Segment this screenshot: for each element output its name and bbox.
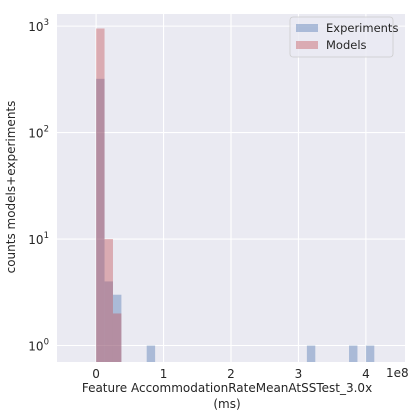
bar-experiments-3	[146, 345, 156, 362]
y-tick-label-3: 103	[28, 18, 49, 34]
x-axis-label-unit: (ms)	[213, 397, 240, 411]
legend-box	[289, 16, 394, 58]
x-tick-label-3: 3	[295, 367, 303, 381]
y-tick-labels: 100 101 102 103	[28, 18, 49, 353]
y-tick-label-0: 100	[28, 338, 49, 354]
legend: Experiments Models	[289, 16, 398, 58]
y-tick-label-2: 102	[28, 125, 49, 141]
x-tick-labels: 0 1 2 3 4	[92, 367, 369, 381]
x-tick-label-4: 4	[362, 367, 370, 381]
legend-swatch-experiments	[296, 24, 318, 32]
bar-models-0	[96, 28, 105, 363]
bar-experiments-6	[365, 345, 375, 362]
legend-swatch-models	[296, 41, 318, 49]
bar-experiments-2	[112, 294, 122, 362]
x-offset-label: 1e8	[386, 366, 409, 380]
y-axis-label: counts models+experiments	[4, 101, 18, 274]
bar-experiments-0	[96, 78, 105, 363]
y-tick-label-1: 101	[28, 231, 49, 247]
bar-experiments-5	[349, 345, 358, 362]
bar-experiments-1	[104, 281, 113, 362]
grid-lines	[57, 14, 405, 362]
x-axis-label: Feature AccommodationRateMeanAtSSTest_3.…	[82, 381, 372, 395]
legend-label-experiments: Experiments	[326, 21, 398, 35]
bar-experiments-4	[306, 345, 316, 362]
bar-models-2	[112, 313, 122, 362]
legend-label-models: Models	[326, 38, 367, 52]
x-tick-label-0: 0	[92, 367, 100, 381]
x-tick-label-1: 1	[160, 367, 168, 381]
x-tick-label-2: 2	[227, 367, 235, 381]
histogram-bars	[96, 28, 375, 363]
bar-models-1	[104, 239, 113, 362]
